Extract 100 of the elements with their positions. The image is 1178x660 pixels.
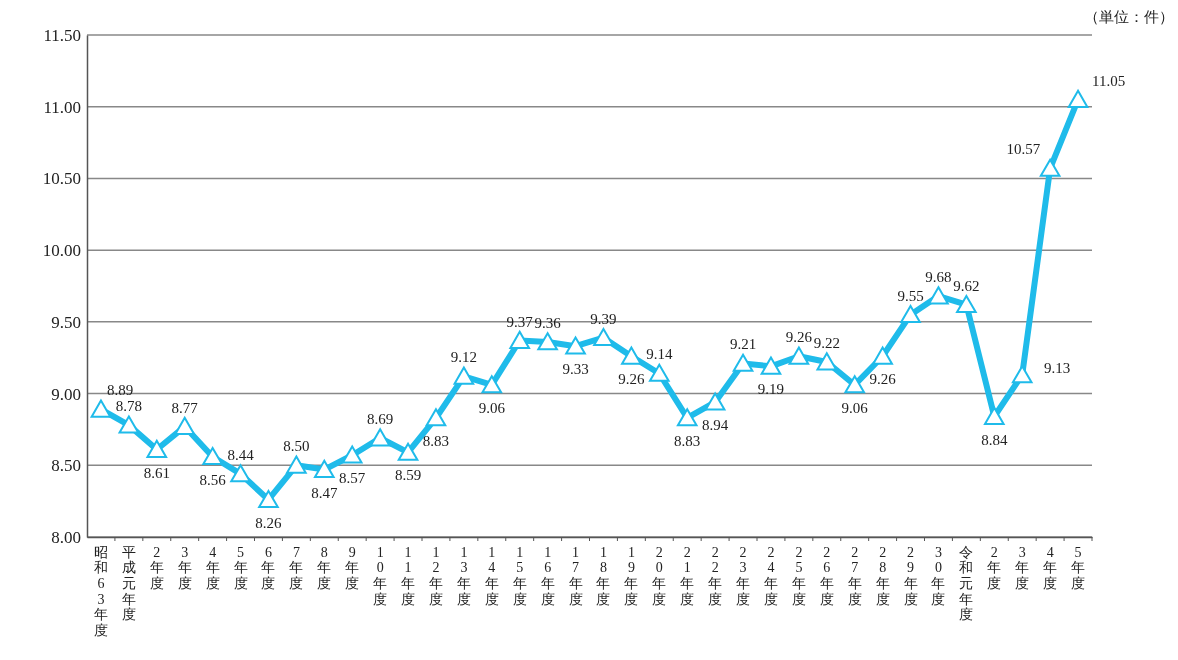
- point: [1011, 365, 1033, 384]
- point: [621, 346, 642, 365]
- point: [258, 489, 279, 509]
- x-tick-label: 7年度: [289, 544, 304, 591]
- data-label: 9.22: [813, 335, 840, 352]
- data-label: 9.06: [478, 399, 506, 416]
- point: [425, 408, 447, 427]
- x-tick-label: 3年度: [177, 544, 192, 591]
- point: [928, 286, 949, 305]
- x-tick-label: 21年度: [680, 544, 695, 607]
- x-tick-label: 26年度: [819, 544, 834, 607]
- data-label: 8.94: [702, 417, 729, 434]
- point: [453, 366, 475, 385]
- x-tick-label: 10年度: [373, 544, 388, 607]
- x-tick-label: 13年度: [456, 544, 471, 607]
- x-tick-label: 9年度: [345, 544, 360, 591]
- y-tick-label: 11.50: [43, 25, 81, 45]
- y-tick-label: 11.00: [43, 97, 81, 117]
- data-label: 10.57: [1006, 141, 1041, 158]
- x-tick-label: 5年度: [1071, 544, 1086, 591]
- data-label: 11.05: [1092, 72, 1126, 89]
- point: [509, 330, 531, 349]
- data-label: 8.26: [255, 514, 283, 531]
- point: [1039, 158, 1061, 177]
- x-tick-label: 14年度: [484, 544, 499, 607]
- x-tick-label: 25年度: [791, 544, 806, 607]
- data-label: 9.37: [506, 313, 534, 330]
- y-tick-label: 9.50: [51, 312, 81, 332]
- data-label: 8.84: [981, 431, 1008, 448]
- x-tick-label: 2年度: [987, 544, 1002, 591]
- x-tick-label: 5年度: [233, 544, 248, 591]
- point: [676, 408, 698, 427]
- point: [90, 399, 112, 418]
- point: [369, 428, 391, 447]
- data-label: 8.44: [227, 446, 255, 463]
- x-tick-label: 12年度: [428, 544, 443, 607]
- point: [732, 353, 754, 372]
- data-label: 8.61: [143, 464, 170, 481]
- point: [760, 356, 782, 375]
- data-label: 9.68: [925, 269, 952, 286]
- x-tick-label: 4年度: [205, 544, 220, 591]
- data-label: 9.39: [590, 310, 617, 327]
- x-tick-label: 23年度: [736, 544, 751, 607]
- data-label: 9.21: [729, 336, 757, 353]
- data-label: 9.19: [757, 381, 785, 398]
- point: [816, 352, 838, 371]
- point: [397, 442, 419, 461]
- data-label: 9.26: [618, 371, 645, 388]
- x-tick-label: 29年度: [903, 544, 918, 607]
- point: [481, 375, 503, 394]
- data-label: 9.13: [1043, 359, 1071, 376]
- x-tick-label: 16年度: [540, 544, 555, 607]
- y-tick-label: 10.00: [42, 241, 81, 261]
- data-label: 8.83: [422, 432, 450, 449]
- x-tick-label: 2年度: [149, 544, 164, 591]
- data-label: 8.47: [311, 484, 338, 501]
- data-label: 8.83: [674, 432, 701, 449]
- data-label: 9.62: [953, 277, 980, 294]
- data-label: 8.89: [106, 382, 134, 399]
- x-tick-label: 30年度: [931, 544, 946, 607]
- x-tick-label: 20年度: [652, 544, 667, 607]
- data-label: 8.56: [199, 471, 227, 488]
- point: [983, 406, 1005, 425]
- x-tick-label: 27年度: [847, 544, 862, 607]
- text: （単位：件）: [1084, 9, 1174, 25]
- y-tick-label: 10.50: [42, 169, 81, 189]
- point: [1067, 89, 1089, 108]
- point: [202, 446, 223, 466]
- data-label: 9.36: [534, 314, 562, 331]
- data-label: 8.78: [115, 398, 142, 415]
- x-tick-label: 8年度: [317, 544, 332, 591]
- x-tick-label: 15年度: [512, 544, 527, 607]
- point: [565, 336, 586, 355]
- x-tick-label: 18年度: [596, 544, 611, 607]
- point: [593, 327, 614, 347]
- x-tick-label: 19年度: [624, 544, 639, 607]
- x-tick-label: 4年度: [1043, 544, 1058, 591]
- data-label: 8.69: [367, 411, 394, 428]
- x-tick-label: 22年度: [708, 544, 723, 607]
- data-label: 9.33: [562, 361, 589, 378]
- point: [341, 445, 363, 464]
- x-tick-label: 平成元年度: [121, 544, 136, 623]
- point: [704, 392, 726, 411]
- point: [174, 416, 196, 435]
- x-tick-label: 17年度: [568, 544, 583, 607]
- point: [872, 346, 893, 365]
- data-label: 9.14: [646, 346, 673, 363]
- data-label: 9.55: [897, 287, 924, 304]
- x-tick-label: 昭和63年度: [93, 544, 108, 638]
- data-label: 9.26: [869, 371, 897, 388]
- point: [788, 346, 810, 365]
- x-tick-label: 24年度: [763, 544, 778, 607]
- point: [146, 439, 168, 458]
- data-label: 8.57: [339, 470, 366, 487]
- point: [844, 375, 866, 394]
- point: [286, 455, 307, 474]
- point: [537, 332, 558, 351]
- x-tick-label: 11年度: [401, 544, 416, 607]
- point: [313, 459, 335, 478]
- data-label: 9.12: [450, 349, 477, 366]
